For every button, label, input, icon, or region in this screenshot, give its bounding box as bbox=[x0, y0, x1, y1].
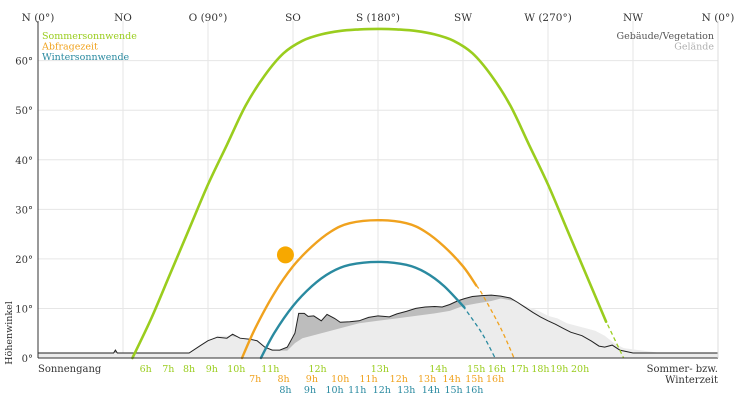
hour-label: 7h bbox=[162, 364, 174, 375]
hour-label: 16h bbox=[486, 374, 504, 385]
sun-path-3 bbox=[259, 260, 466, 360]
gelaende-area bbox=[38, 298, 718, 358]
sun-path-1-hidden bbox=[604, 318, 625, 359]
y-tick-label: 20° bbox=[15, 255, 33, 266]
hour-label: 9h bbox=[206, 364, 218, 375]
hour-label: 9h bbox=[306, 374, 318, 385]
direction-label: SW bbox=[454, 12, 472, 24]
hour-label: 13h bbox=[371, 364, 389, 375]
hour-label: 10h bbox=[331, 374, 349, 385]
hour-label: 12h bbox=[308, 364, 326, 375]
sun-curves bbox=[131, 27, 625, 360]
hour-label: 7h bbox=[249, 374, 261, 385]
y-tick-label: 60° bbox=[15, 57, 33, 68]
y-tick-label: 30° bbox=[15, 205, 33, 216]
direction-label: N (0°) bbox=[702, 12, 735, 24]
y-tick-label: 0° bbox=[22, 354, 33, 365]
hour-label: 8h bbox=[279, 385, 291, 396]
sun-path-2-hidden bbox=[475, 285, 515, 359]
hour-label: 15h bbox=[444, 385, 462, 396]
hour-label: 15h bbox=[465, 374, 483, 385]
timezone-label-1: Sommer- bzw. bbox=[647, 364, 718, 375]
legend: SommersonnwendeAbfragezeitWintersonnwend… bbox=[41, 31, 714, 63]
y-tick-label: 50° bbox=[15, 106, 33, 117]
timezone-label-2: Winterzeit bbox=[665, 375, 718, 386]
hour-label: 10h bbox=[325, 385, 343, 396]
legend-entry: Abfragezeit bbox=[41, 42, 98, 53]
hour-label: 14h bbox=[443, 374, 461, 385]
hour-label: 20h bbox=[571, 364, 589, 375]
legend-entry: Gelände bbox=[674, 42, 714, 53]
hour-label: 8h bbox=[183, 364, 195, 375]
legend-entry: Wintersonnwende bbox=[42, 52, 130, 63]
sun-path-3-hidden bbox=[462, 305, 496, 359]
terrain-profiles bbox=[38, 294, 718, 358]
direction-label: S (180°) bbox=[356, 12, 400, 24]
hour-label: 15h bbox=[467, 364, 485, 375]
hour-label: 13h bbox=[418, 374, 436, 385]
sun-path-2 bbox=[240, 218, 478, 360]
hour-label: 10h bbox=[227, 364, 245, 375]
hour-label: 11h bbox=[359, 374, 377, 385]
hour-label: 13h bbox=[397, 385, 415, 396]
chart-labels: N (0°) NO O (90°) SO S (180°) SW W (270°) NW N (… bbox=[4, 12, 734, 396]
direction-label: NW bbox=[623, 12, 643, 24]
hour-label: 9h bbox=[304, 385, 316, 396]
hour-label: 16h bbox=[465, 385, 483, 396]
hour-label: 14h bbox=[422, 385, 440, 396]
hour-label: 18h bbox=[531, 364, 549, 375]
direction-label: N (0°) bbox=[22, 12, 55, 24]
sonnengang-label: Sonnengang bbox=[38, 364, 102, 375]
direction-label: SO bbox=[285, 12, 301, 24]
hour-label: 19h bbox=[550, 364, 568, 375]
hour-label: 11h bbox=[348, 385, 366, 396]
hour-label: 12h bbox=[390, 374, 408, 385]
hour-label: 11h bbox=[261, 364, 279, 375]
hour-label: 12h bbox=[373, 385, 391, 396]
hour-label: 17h bbox=[511, 364, 529, 375]
direction-label: O (90°) bbox=[189, 12, 228, 24]
direction-label: NO bbox=[114, 12, 132, 24]
hour-label: 6h bbox=[140, 364, 152, 375]
legend-entry: Sommersonnwende bbox=[42, 31, 137, 42]
axes bbox=[37, 21, 719, 359]
sun-path-1 bbox=[131, 27, 608, 360]
grid bbox=[38, 21, 718, 358]
y-tick-label: 10° bbox=[15, 304, 33, 315]
hour-label: 16h bbox=[488, 364, 506, 375]
hour-label: 14h bbox=[429, 364, 447, 375]
y-tick-label: 40° bbox=[15, 156, 33, 167]
legend-entry: Gebäude/Vegetation bbox=[617, 31, 714, 42]
y-axis-label: Höhenwinkel bbox=[4, 301, 15, 365]
vegetation-outline bbox=[38, 294, 718, 354]
direction-label: W (270°) bbox=[524, 12, 572, 24]
hour-label: 8h bbox=[277, 374, 289, 385]
sun-marker bbox=[276, 246, 294, 264]
